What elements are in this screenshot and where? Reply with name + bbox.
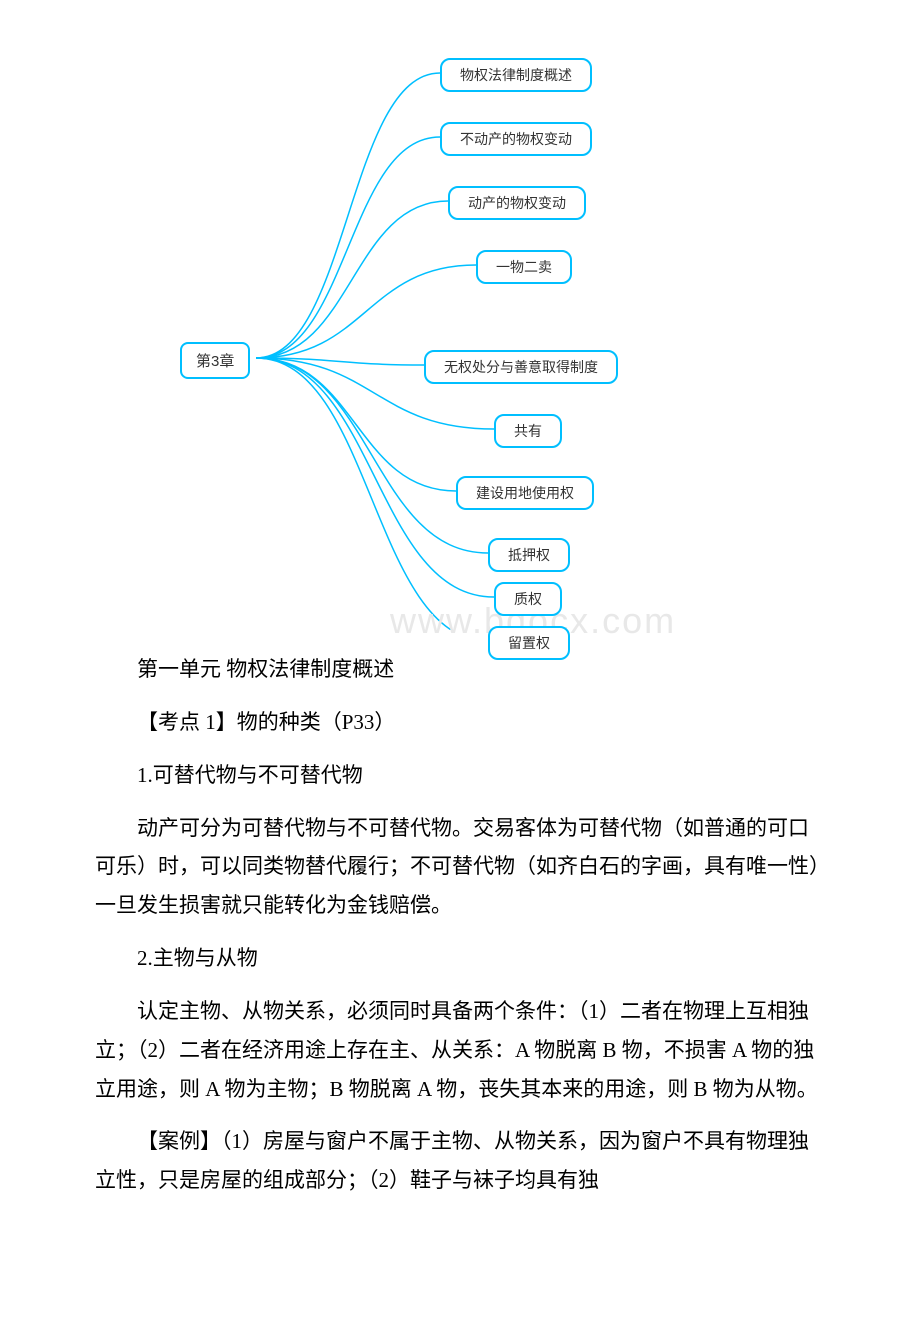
branch-node-0: 物权法律制度概述 bbox=[440, 58, 592, 92]
branch-node-1: 不动产的物权变动 bbox=[440, 122, 592, 156]
branch-node-8: 质权 bbox=[494, 582, 562, 616]
exam-point-title: 【考点 1】物的种类（P33） bbox=[95, 703, 825, 742]
section-1-body: 动产可分为可替代物与不可替代物。交易客体为可替代物（如普通的可口可乐）时，可以同… bbox=[95, 809, 825, 926]
diagram-connectors bbox=[180, 30, 740, 630]
branch-node-3: 一物二卖 bbox=[476, 250, 572, 284]
root-node: 第3章 bbox=[180, 342, 250, 379]
case-example: 【案例】（1）房屋与窗户不属于主物、从物关系，因为窗户不具有物理独立性，只是房屋… bbox=[95, 1122, 825, 1200]
document-body: 第一单元 物权法律制度概述 【考点 1】物的种类（P33） 1.可替代物与不可替… bbox=[0, 650, 920, 1254]
mindmap-diagram: www.bdocx.com 第3章 物权法律制度概述不动产的物权变动动产的物权变… bbox=[180, 30, 740, 630]
section-2-body: 认定主物、从物关系，必须同时具备两个条件：（1）二者在物理上互相独立；（2）二者… bbox=[95, 992, 825, 1109]
branch-node-9: 留置权 bbox=[488, 626, 570, 660]
branch-node-6: 建设用地使用权 bbox=[456, 476, 594, 510]
branch-node-4: 无权处分与善意取得制度 bbox=[424, 350, 618, 384]
branch-node-5: 共有 bbox=[494, 414, 562, 448]
unit-title: 第一单元 物权法律制度概述 bbox=[95, 650, 825, 689]
branch-node-2: 动产的物权变动 bbox=[448, 186, 586, 220]
branch-node-7: 抵押权 bbox=[488, 538, 570, 572]
section-2-title: 2.主物与从物 bbox=[95, 939, 825, 978]
section-1-title: 1.可替代物与不可替代物 bbox=[95, 756, 825, 795]
